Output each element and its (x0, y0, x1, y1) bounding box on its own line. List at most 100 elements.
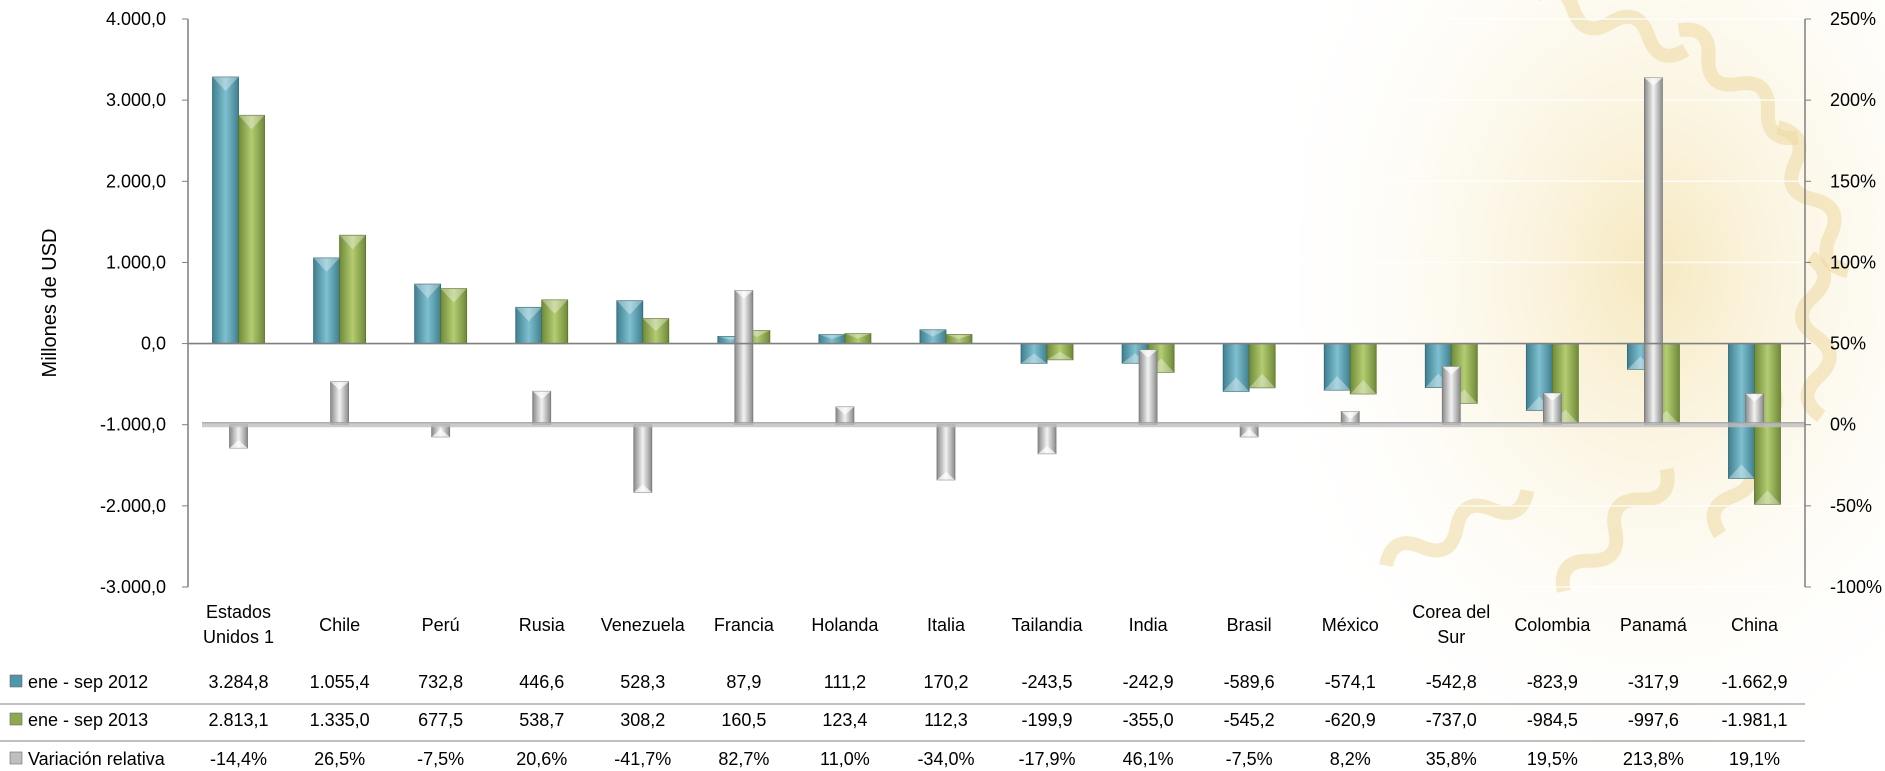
legend-swatch (9, 712, 23, 726)
bar-s1-1 (313, 257, 340, 344)
table-cell: -823,9 (1527, 672, 1578, 692)
table-cell: 160,5 (721, 710, 766, 730)
table-cell: 213,8% (1623, 749, 1684, 769)
bar-s2-0 (238, 114, 265, 344)
bar-s1-1-bevel (313, 257, 340, 272)
table-cell: -574,1 (1325, 672, 1376, 692)
y2-tick-label: 150% (1830, 171, 1876, 191)
table-cell: 82,7% (718, 749, 769, 769)
y2-tick-label: 250% (1830, 9, 1876, 29)
bar-s2-4 (642, 318, 670, 344)
background-ornament (1531, 0, 1690, 63)
bar-s2-6 (844, 333, 872, 344)
axes-layer: 4.000,0 3.000,0 2.000,0 1.000,0 0,0 -1.000,0 -… (39, 9, 1882, 647)
table-cell: -7,5% (1226, 749, 1273, 769)
bar-s1-8 (1020, 343, 1048, 364)
table-cell: 170,2 (923, 672, 968, 692)
y-tick-label: -1.000,0 (100, 415, 166, 435)
table-cell: 1.335,0 (310, 710, 370, 730)
bar-s3-4-body (633, 424, 653, 493)
y-tick-label: 0,0 (141, 334, 166, 354)
legend-swatch (9, 674, 23, 688)
bar-s3-10 (1239, 424, 1259, 438)
category-label: Italia (927, 615, 966, 635)
table-cell: -620,9 (1325, 710, 1376, 730)
table-cell: -589,6 (1224, 672, 1275, 692)
category-label: Corea del (1412, 602, 1490, 622)
table-cell: -17,9% (1019, 749, 1076, 769)
y-tick-label: -3.000,0 (100, 577, 166, 597)
table-cell: 19,5% (1527, 749, 1578, 769)
bar-s1-11 (1323, 343, 1351, 391)
bar-s2-4-bevel (642, 318, 669, 332)
table-cell: -1.662,9 (1721, 672, 1787, 692)
bar-s2-8-bevel (1047, 351, 1074, 360)
category-label: Holanda (811, 615, 879, 635)
bar-s3-0 (229, 424, 248, 449)
bar-s3-5-body (734, 290, 754, 426)
table-cell: -542,8 (1426, 672, 1477, 692)
legend-swatch (9, 751, 23, 765)
table-cell: 677,5 (418, 710, 463, 730)
table-cell: 111,2 (824, 672, 866, 692)
bar-s3-7 (936, 424, 956, 481)
table-cell: -41,7% (614, 749, 671, 769)
bar-s3-12-body (1441, 366, 1461, 426)
bar-s1-11-bevel (1324, 376, 1351, 391)
y2-tick-label: 50% (1830, 334, 1866, 354)
bar-s3-4-bevel (633, 484, 652, 493)
bar-s1-4 (616, 300, 644, 344)
bar-s1-3 (515, 306, 543, 344)
category-label: Chile (319, 615, 360, 635)
bar-s3-4 (633, 424, 653, 493)
bar-s3-12 (1441, 366, 1461, 426)
bar-s1-15-bevel (1728, 464, 1755, 479)
bar-s1-0-bevel (212, 77, 239, 92)
bar-s2-2-body (440, 288, 468, 344)
category-label: Brasil (1227, 615, 1272, 635)
bar-s3-13-bevel (1543, 393, 1562, 402)
category-label: China (1731, 615, 1779, 635)
bars-layer (212, 76, 1781, 505)
y-axis-label: Millones de USD (39, 229, 61, 378)
bar-s3-5-bevel (734, 290, 753, 299)
bar-s2-3-bevel (541, 299, 568, 314)
bar-s2-10-body (1248, 343, 1276, 389)
bar-s2-0-body (238, 114, 265, 344)
bar-s2-8 (1046, 343, 1074, 361)
category-label: Colombia (1514, 615, 1591, 635)
bar-s2-3 (541, 299, 569, 344)
y2-tick-label: 100% (1830, 252, 1876, 272)
bar-s2-11-bevel (1350, 379, 1377, 394)
background-ornament (1677, 22, 1799, 146)
bar-s3-10-bevel (1240, 428, 1259, 437)
category-label: Unidos 1 (203, 627, 274, 647)
table-cell: 26,5% (314, 749, 365, 769)
bar-s1-11-body (1323, 343, 1351, 391)
bar-s3-8-bevel (1038, 445, 1057, 454)
table-cell: 87,9 (726, 672, 761, 692)
y2-tick-label: -100% (1830, 577, 1882, 597)
category-label: Estados (206, 602, 271, 622)
background-ornament (1794, 250, 1837, 423)
bar-s1-3-bevel (515, 307, 542, 322)
bar-s3-9-bevel (1139, 349, 1158, 358)
table-cell: 538,7 (519, 710, 564, 730)
bar-s3-3-bevel (532, 391, 551, 400)
bar-s3-7-bevel (936, 471, 955, 480)
bar-s1-7-bevel (919, 329, 946, 337)
table-cell: -7,5% (417, 749, 464, 769)
table-cell: 8,2% (1330, 749, 1371, 769)
series-name: ene - sep 2013 (28, 710, 148, 730)
table-cell: 35,8% (1426, 749, 1477, 769)
y2-tick-label: 0% (1830, 415, 1856, 435)
table-cell: -737,0 (1426, 710, 1477, 730)
bar-s3-15 (1745, 393, 1764, 426)
bar-s1-0 (212, 76, 239, 344)
bar-s2-10 (1248, 343, 1276, 389)
y-tick-label: 4.000,0 (106, 9, 166, 29)
table-cell: 20,6% (516, 749, 567, 769)
bar-s1-10 (1222, 343, 1250, 392)
bar-s3-15-bevel (1745, 393, 1764, 402)
bar-s1-3-body (515, 306, 543, 344)
